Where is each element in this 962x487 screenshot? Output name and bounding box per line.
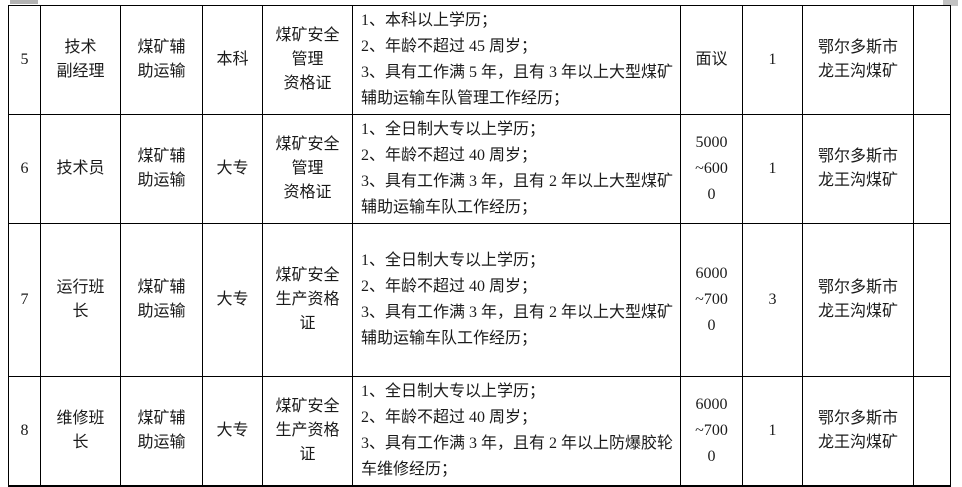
headcount-cell: 1 xyxy=(742,114,803,224)
notes-cell xyxy=(913,376,951,487)
requirement-item: 3、具有工作满 3 年，且有 2 年以上防爆胶轮车维修经历； xyxy=(361,435,674,478)
notes-cell xyxy=(913,114,951,224)
requirement-item: 3、具有工作满 5 年，且有 3 年以上大型煤矿辅助运输车队管理工作经历； xyxy=(361,64,674,107)
row-number-cell: 7 xyxy=(8,223,41,377)
requirement-item: 2、年龄不超过 40 周岁； xyxy=(361,147,538,164)
salary-cell: 6000~7000 xyxy=(680,376,743,487)
requirement-item: 1、全日制大专以上学历； xyxy=(361,383,546,400)
certificate-cell: 煤矿安全 管理 资格证 xyxy=(262,5,353,115)
department-cell: 煤矿辅 助运输 xyxy=(120,223,203,377)
notes-cell xyxy=(913,223,951,377)
certificate-cell: 煤矿安全 管理 资格证 xyxy=(262,114,353,224)
position-cell: 维修班 长 xyxy=(40,376,121,487)
location-cell: 鄂尔多斯市龙王沟煤矿 xyxy=(802,114,914,224)
location-cell: 鄂尔多斯市龙王沟煤矿 xyxy=(802,5,914,115)
salary-cell: 面议 xyxy=(680,5,743,115)
salary-cell: 5000~6000 xyxy=(680,114,743,224)
requirement-item: 1、全日制大专以上学历； xyxy=(361,252,546,269)
position-cell: 技术员 xyxy=(40,114,121,224)
table-row: 6 技术员 煤矿辅 助运输 大专 煤矿安全 管理 资格证 1、全日制大专以上学历… xyxy=(8,114,951,224)
ui-artifact-top-right xyxy=(943,0,958,6)
certificate-cell: 煤矿安全 生产资格 证 xyxy=(262,376,353,487)
requirement-item: 1、全日制大专以上学历； xyxy=(361,121,546,138)
requirements-cell: 1、全日制大专以上学历； 2、年龄不超过 40 周岁； 3、具有工作满 3 年，且有… xyxy=(352,114,681,224)
requirement-item: 2、年龄不超过 40 周岁； xyxy=(361,409,538,426)
position-cell: 技术 副经理 xyxy=(40,5,121,115)
headcount-cell: 1 xyxy=(742,5,803,115)
location-cell: 鄂尔多斯市龙王沟煤矿 xyxy=(802,376,914,487)
education-cell: 大专 xyxy=(202,223,263,377)
row-number-cell: 8 xyxy=(8,376,41,487)
requirements-cell: 1、全日制大专以上学历； 2、年龄不超过 40 周岁； 3、具有工作满 3 年，且有… xyxy=(352,376,681,487)
requirement-item: 3、具有工作满 3 年，且有 2 年以上大型煤矿辅助运输车队工作经历； xyxy=(361,173,674,216)
row-number-cell: 6 xyxy=(8,114,41,224)
department-cell: 煤矿辅 助运输 xyxy=(120,114,203,224)
requirement-item: 2、年龄不超过 45 周岁； xyxy=(361,38,538,55)
requirement-item: 2、年龄不超过 40 周岁； xyxy=(361,278,538,295)
department-cell: 煤矿辅 助运输 xyxy=(120,376,203,487)
table-row: 5 技术 副经理 煤矿辅 助运输 本科 煤矿安全 管理 资格证 1、本科以上学历… xyxy=(8,5,951,115)
job-table: 5 技术 副经理 煤矿辅 助运输 本科 煤矿安全 管理 资格证 1、本科以上学历… xyxy=(8,5,951,487)
education-cell: 大专 xyxy=(202,114,263,224)
table-row: 8 维修班 长 煤矿辅 助运输 大专 煤矿安全 生产资格 证 1、全日制大专以上… xyxy=(8,376,951,487)
salary-cell: 6000~7000 xyxy=(680,223,743,377)
requirements-cell: 1、全日制大专以上学历； 2、年龄不超过 40 周岁； 3、具有工作满 3 年，且有… xyxy=(352,223,681,377)
headcount-cell: 1 xyxy=(742,376,803,487)
requirements-cell: 1、本科以上学历； 2、年龄不超过 45 周岁； 3、具有工作满 5 年，且有 3 … xyxy=(352,5,681,115)
education-cell: 本科 xyxy=(202,5,263,115)
department-cell: 煤矿辅 助运输 xyxy=(120,5,203,115)
notes-cell xyxy=(913,5,951,115)
requirement-item: 1、本科以上学历； xyxy=(361,12,498,29)
certificate-cell: 煤矿安全 生产资格 证 xyxy=(262,223,353,377)
headcount-cell: 3 xyxy=(742,223,803,377)
location-cell: 鄂尔多斯市龙王沟煤矿 xyxy=(802,223,914,377)
table-row: 7 运行班 长 煤矿辅 助运输 大专 煤矿安全 生产资格 证 1、全日制大专以上… xyxy=(8,223,951,377)
requirement-item: 3、具有工作满 3 年，且有 2 年以上大型煤矿辅助运输车队工作经历； xyxy=(361,304,674,347)
position-cell: 运行班 长 xyxy=(40,223,121,377)
ui-artifact-top-left xyxy=(10,0,38,4)
education-cell: 大专 xyxy=(202,376,263,487)
row-number-cell: 5 xyxy=(8,5,41,115)
